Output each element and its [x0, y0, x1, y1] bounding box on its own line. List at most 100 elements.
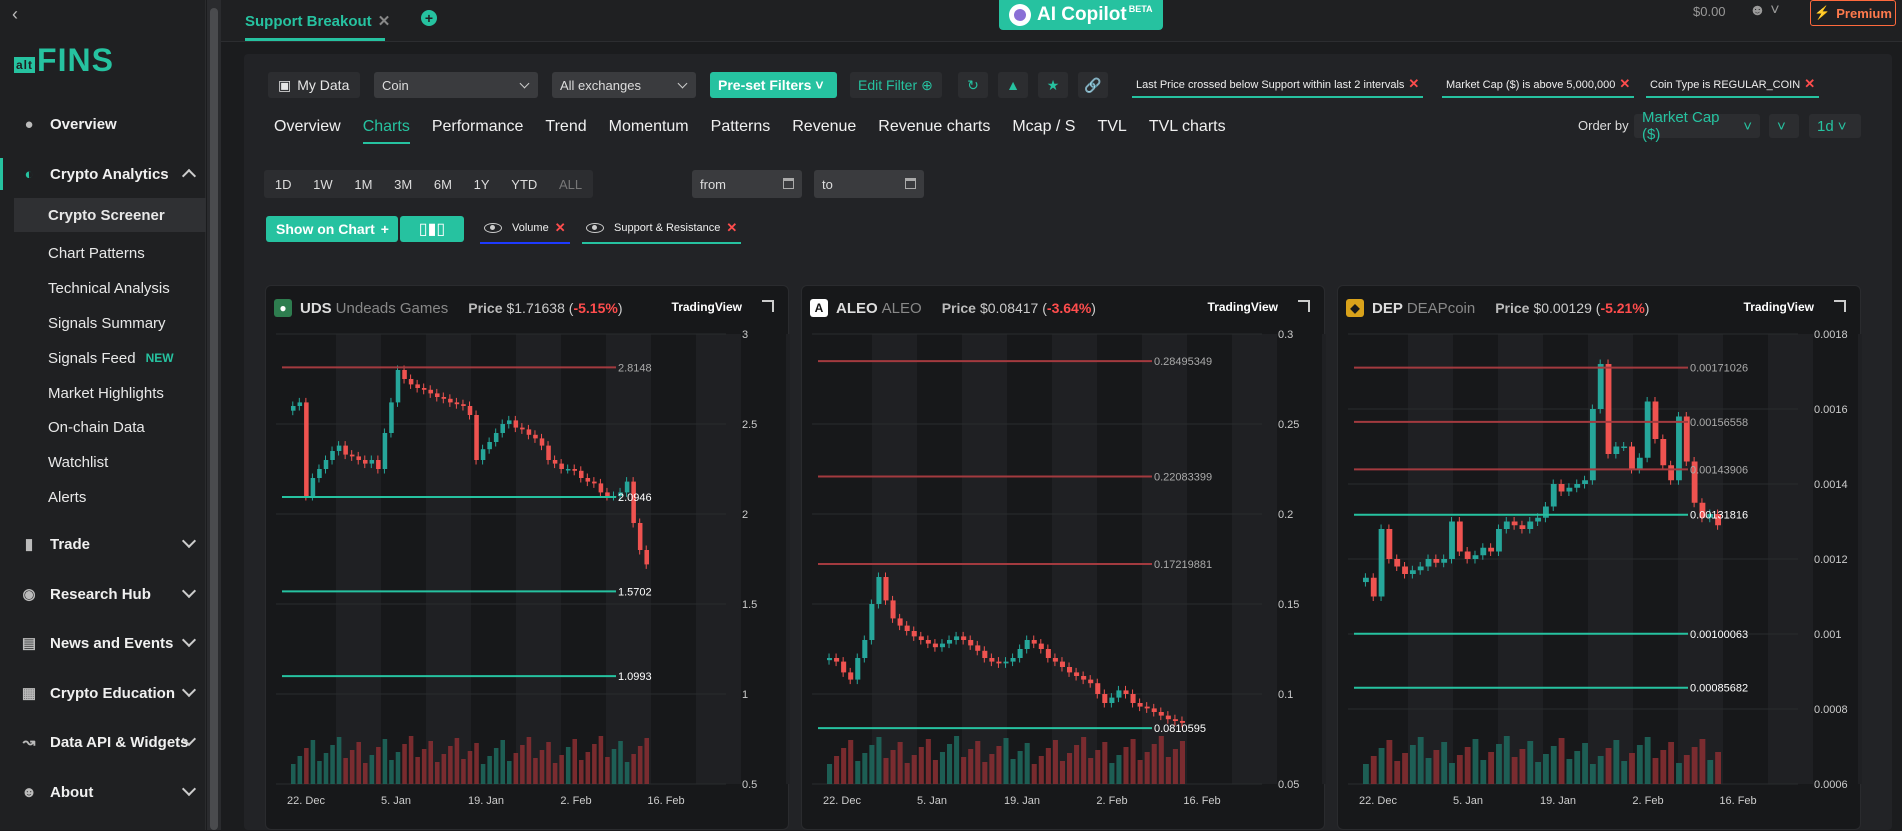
candle [389, 402, 394, 433]
price-chart[interactable]: 3 2.5 2 1.5 1 0.5 22. Dec 5. Jan 19. Jan 2. Feb 16… [266, 324, 790, 831]
view-tabs: Overview Charts Performance Trend Moment… [274, 118, 1248, 144]
close-tab-icon[interactable]: ✕ [377, 13, 391, 30]
sidebar-item-signals-summary[interactable]: Signals Summary [48, 314, 166, 332]
tradingview-link[interactable]: TradingView [1207, 300, 1278, 314]
candle [382, 433, 388, 469]
chart-type-button[interactable]: ▯▮▯ [400, 216, 464, 242]
remove-filter-icon[interactable]: ✕ [1804, 76, 1816, 91]
sidebar-item-alerts[interactable]: Alerts [48, 488, 87, 506]
calendar-icon[interactable] [783, 178, 794, 189]
sidebar-item-technical-analysis[interactable]: Technical Analysis [48, 279, 170, 297]
support-level-label: 0.0810595 [1154, 723, 1206, 735]
add-tab-icon[interactable]: + [421, 10, 437, 26]
altfins-logo[interactable]: alt FINS [14, 42, 114, 78]
tab-support-breakout[interactable]: Support Breakout ✕ [245, 13, 391, 30]
sort-direction-button[interactable]: ˅ [1769, 114, 1799, 138]
tab-patterns[interactable]: Patterns [710, 118, 771, 135]
interval-select[interactable]: 1d ˅ [1809, 114, 1861, 138]
exchange-select[interactable]: All exchanges [552, 72, 696, 98]
edit-filter-button[interactable]: Edit Filter ⊕ [850, 72, 942, 98]
expand-icon[interactable] [1834, 300, 1846, 312]
premium-button[interactable]: ⚡ Premium [1810, 0, 1896, 26]
tradingview-link[interactable]: TradingView [1743, 300, 1814, 314]
tab-trend[interactable]: Trend [545, 118, 587, 135]
nav-overview[interactable]: ● Overview [0, 104, 206, 144]
filter-chip[interactable]: Market Cap ($) is above 5,000,000 ✕ [1442, 76, 1635, 98]
coin-select[interactable]: Coin [374, 72, 538, 98]
tab-revenue-charts[interactable]: Revenue charts [878, 118, 991, 135]
period-all[interactable]: ALL [558, 176, 583, 192]
nav-about[interactable]: ☻ About [0, 772, 206, 812]
period-ytd[interactable]: YTD [511, 176, 538, 192]
y-tick-label: 1 [742, 689, 748, 701]
pie-chart-icon: ◐ [24, 165, 34, 183]
remove-indicator-icon[interactable]: ✕ [726, 220, 738, 235]
back-arrow-icon[interactable]: ‹ [12, 4, 18, 24]
tab-performance[interactable]: Performance [431, 118, 524, 135]
refresh-button[interactable]: ↻ [958, 72, 988, 98]
ai-copilot-button[interactable]: AI Copilot BETA [999, 0, 1163, 30]
remove-indicator-icon[interactable]: ✕ [554, 220, 566, 235]
volume-bar [435, 762, 440, 784]
volume-bar [480, 764, 486, 784]
date-to-input[interactable]: to [814, 170, 924, 198]
sidebar-item-market-highlights[interactable]: Market Highlights [48, 384, 164, 402]
period-3m[interactable]: 3M [394, 176, 413, 192]
sidebar-item-onchain-data[interactable]: On-chain Data [48, 418, 145, 436]
sidebar-item-signals-feed[interactable]: Signals Feed NEW [48, 349, 174, 367]
period-6m[interactable]: 6M [433, 176, 452, 192]
scrollbar-thumb[interactable] [210, 8, 218, 830]
candlestick-icon: ▯▮▯ [418, 221, 446, 238]
preset-filters-button[interactable]: Pre-set Filters ˅ [710, 72, 837, 98]
tab-tvl[interactable]: TVL [1097, 118, 1127, 135]
tab-momentum[interactable]: Momentum [608, 118, 689, 135]
period-1d[interactable]: 1D [274, 176, 292, 192]
period-1m[interactable]: 1M [354, 176, 373, 192]
eye-icon[interactable] [484, 223, 502, 233]
volume-bar [1621, 761, 1628, 784]
candle [572, 469, 577, 471]
nav-trade[interactable]: ▮ Trade [0, 524, 206, 564]
volume-toggle[interactable]: Volume ✕ [480, 218, 570, 244]
price-chart[interactable]: 0.0018 0.0016 0.0014 0.0012 0.001 0.0008 0.000… [1338, 324, 1862, 831]
tab-mcap-s[interactable]: Mcap / S [1012, 118, 1076, 135]
sidebar-item-crypto-screener[interactable]: Crypto Screener [48, 206, 165, 224]
share-link-button[interactable]: 🔗 [1078, 72, 1108, 98]
volume-bar [1123, 747, 1129, 784]
sidebar-item-chart-patterns[interactable]: Chart Patterns [48, 244, 145, 262]
tab-overview[interactable]: Overview [274, 118, 341, 135]
eye-icon[interactable] [586, 223, 604, 233]
volume-bar [1031, 764, 1037, 784]
nav-crypto-education[interactable]: ▦ Crypto Education [0, 673, 206, 713]
remove-filter-icon[interactable]: ✕ [1408, 76, 1420, 91]
order-by-select[interactable]: Market Cap ($) ˅ [1634, 109, 1760, 143]
chart-band [1322, 334, 1326, 784]
nav-research-hub[interactable]: ◉ Research Hub [0, 574, 206, 614]
expand-icon[interactable] [762, 300, 774, 312]
filter-chip[interactable]: Coin Type is REGULAR_COIN ✕ [1646, 76, 1820, 98]
support-resistance-toggle[interactable]: Support & Resistance ✕ [582, 218, 742, 244]
remove-filter-icon[interactable]: ✕ [1619, 76, 1631, 91]
period-1w[interactable]: 1W [313, 176, 333, 192]
show-on-chart-button[interactable]: Show on Chart + [266, 216, 398, 242]
period-1y[interactable]: 1Y [473, 176, 490, 192]
my-data-button[interactable]: ▣ My Data [268, 72, 360, 98]
calendar-icon[interactable] [905, 178, 916, 189]
nav-data-api[interactable]: ↝ Data API & Widgets [0, 722, 206, 762]
alert-button[interactable]: ▲ [998, 72, 1028, 98]
favorite-button[interactable]: ★ [1038, 72, 1068, 98]
tab-tvl-charts[interactable]: TVL charts [1148, 118, 1226, 135]
filter-chip[interactable]: Last Price crossed below Support within … [1132, 76, 1424, 98]
user-icon[interactable]: ☻ ˅ [1749, 2, 1780, 19]
tab-revenue[interactable]: Revenue [792, 118, 857, 135]
expand-icon[interactable] [1298, 300, 1310, 312]
tradingview-link[interactable]: TradingView [671, 300, 742, 314]
date-from-input[interactable]: from [692, 170, 802, 198]
sidebar-item-watchlist[interactable]: Watchlist [48, 453, 109, 471]
nav-news-events[interactable]: ▤ News and Events [0, 623, 206, 663]
sidebar-scrollbar[interactable] [207, 0, 221, 830]
price-chart[interactable]: 0.3 0.25 0.2 0.15 0.1 0.05 22. Dec 5. Jan 19. Ja… [802, 324, 1326, 831]
tab-charts[interactable]: Charts [362, 118, 410, 144]
nav-crypto-analytics[interactable]: ◐ Crypto Analytics [0, 154, 206, 194]
chevron-down-icon: ˅ [1837, 117, 1847, 135]
